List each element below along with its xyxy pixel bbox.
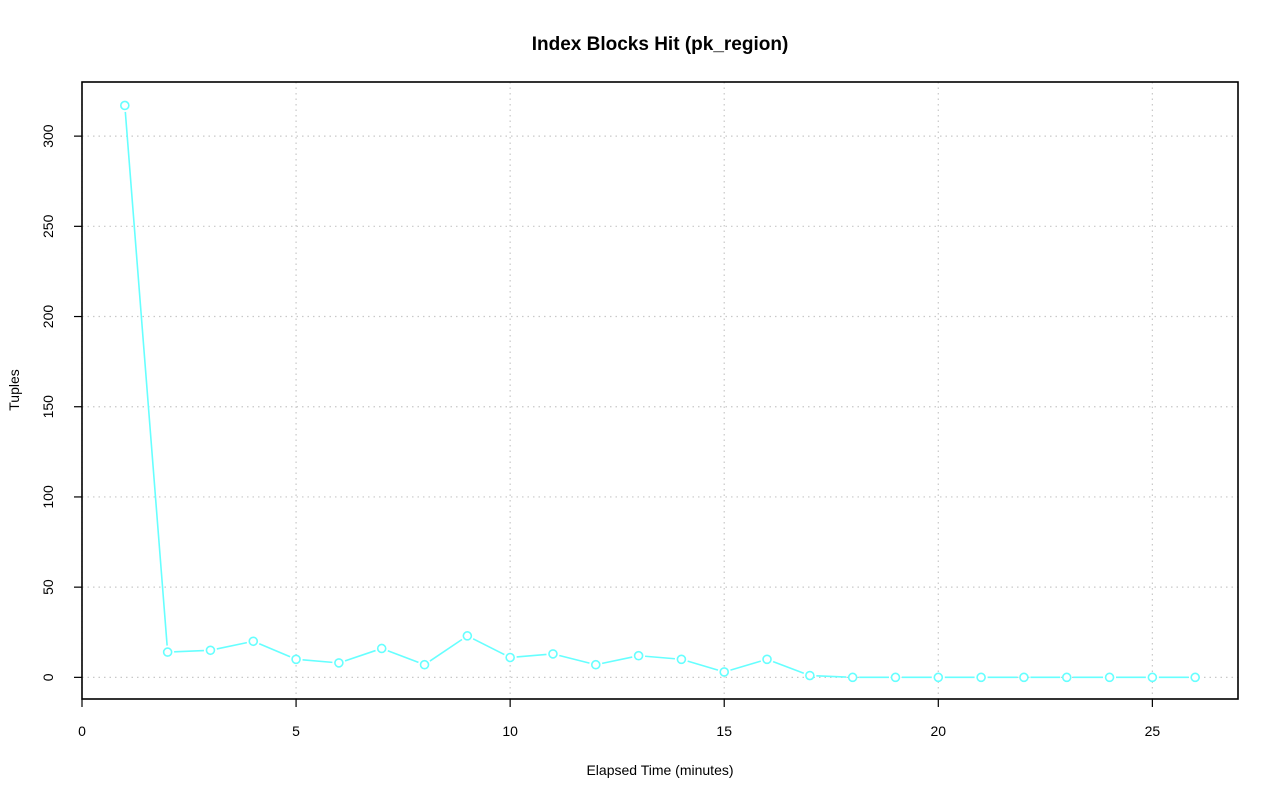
y-tick-label: 0 — [40, 673, 56, 681]
x-tick-label: 10 — [502, 723, 518, 739]
series-segment — [344, 649, 376, 662]
y-tick-label: 150 — [40, 395, 56, 419]
data-point — [120, 100, 130, 111]
data-point — [462, 631, 473, 641]
data-point — [419, 659, 430, 670]
series-segment — [730, 660, 762, 671]
data-point — [376, 643, 387, 654]
series-segment — [258, 643, 291, 658]
y-tick-label: 250 — [40, 214, 56, 238]
y-tick-label: 100 — [40, 485, 56, 509]
series-segment — [559, 654, 590, 664]
x-tick-label: 25 — [1145, 723, 1161, 739]
data-point — [248, 636, 259, 647]
series-segment — [174, 649, 204, 653]
series-segment — [302, 659, 333, 664]
x-axis-label: Elapsed Time (minutes) — [586, 762, 733, 778]
series-segment — [601, 656, 633, 665]
y-axis-label: Tuples — [6, 369, 22, 411]
series-segment — [472, 638, 505, 656]
chart-title: Index Blocks Hit (pk_region) — [532, 34, 789, 55]
data-point — [334, 658, 344, 668]
x-tick-label: 0 — [78, 723, 86, 739]
data-point — [590, 659, 601, 670]
data-point — [890, 672, 901, 683]
series-segment — [429, 638, 463, 662]
data-point — [291, 654, 301, 665]
series-segment — [516, 653, 547, 658]
data-point — [805, 670, 815, 681]
x-tick-label: 15 — [716, 723, 732, 739]
series-layer — [120, 100, 1200, 683]
series-segment — [216, 641, 248, 650]
data-point — [976, 672, 986, 683]
data-point — [847, 672, 858, 683]
series-segment — [816, 675, 847, 678]
x-tick-label: 5 — [292, 723, 300, 739]
grid-layer — [81, 82, 1238, 699]
data-point — [762, 654, 772, 665]
y-tick-label: 300 — [40, 124, 56, 148]
data-point — [1147, 672, 1158, 683]
series-segment — [387, 650, 419, 664]
data-point — [719, 667, 730, 677]
x-tick-label: 20 — [931, 723, 947, 739]
y-tick-label: 50 — [40, 579, 56, 595]
data-point — [1019, 672, 1029, 683]
y-tick-label: 200 — [40, 305, 56, 329]
data-point — [1061, 672, 1072, 683]
series-segment — [772, 660, 805, 674]
data-point — [1190, 672, 1200, 683]
data-point — [933, 672, 944, 683]
series-segment — [645, 655, 675, 660]
data-point — [633, 650, 644, 661]
plot-frame — [81, 81, 1239, 700]
data-point — [548, 649, 558, 659]
data-point — [676, 654, 687, 665]
series-segment — [687, 660, 719, 671]
data-point — [505, 652, 515, 663]
data-point — [1104, 672, 1115, 683]
data-point — [162, 647, 173, 657]
series-segment — [124, 111, 168, 646]
data-point — [205, 645, 216, 656]
